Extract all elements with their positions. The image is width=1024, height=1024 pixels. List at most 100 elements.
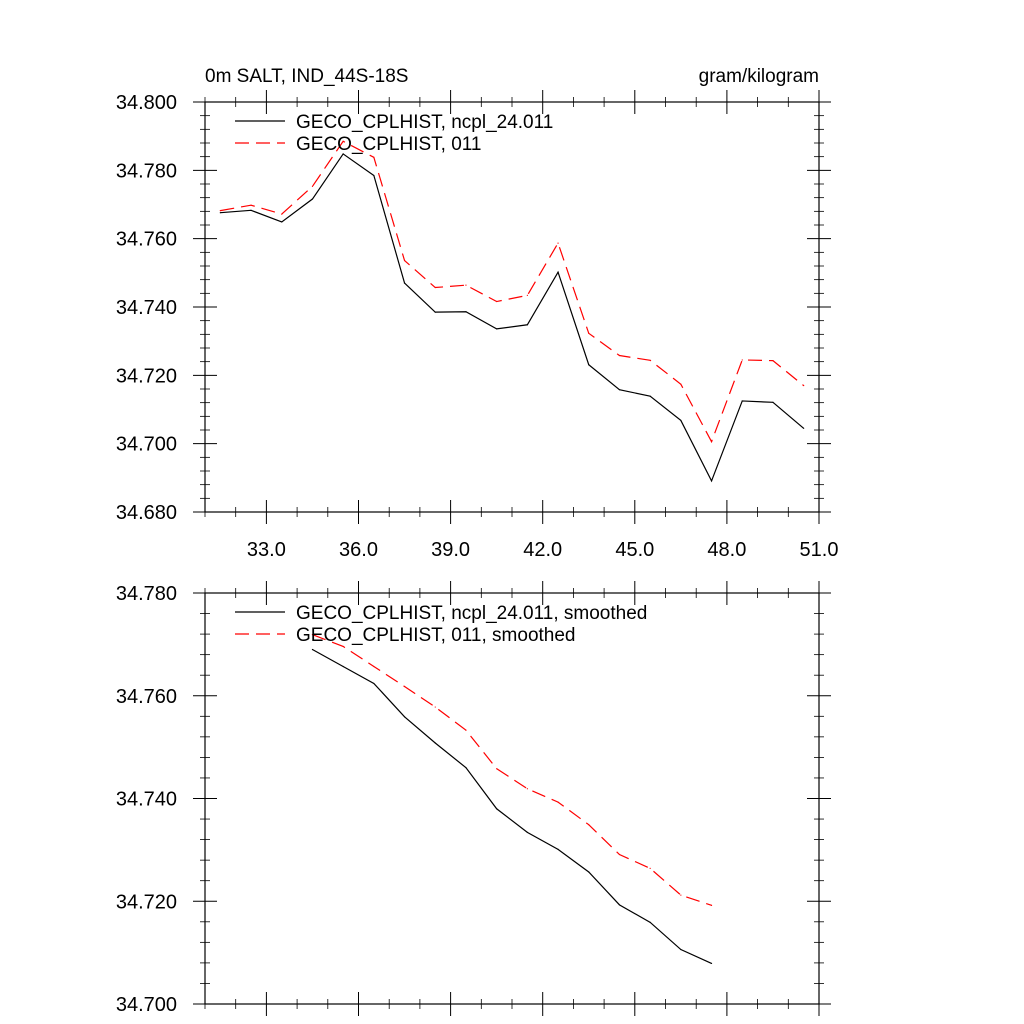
x-tick-label: 39.0 (431, 539, 470, 561)
data-point (496, 768, 498, 770)
series-line-ncpl (220, 153, 805, 483)
data-point (741, 400, 743, 402)
data-point (434, 311, 436, 313)
data-point (557, 242, 559, 244)
data-point (680, 894, 682, 896)
data-point (588, 332, 590, 334)
data-point (434, 286, 436, 289)
data-point (342, 665, 344, 668)
y-tick-label: 34.700 (116, 994, 177, 1016)
y-tick-label: 34.740 (116, 297, 177, 319)
data-point (588, 824, 590, 826)
data-point (250, 209, 252, 211)
data-point (526, 294, 528, 296)
series-line-ref (312, 634, 712, 906)
plot-frame (204, 592, 820, 1005)
data-point (649, 921, 651, 923)
data-point (434, 742, 436, 744)
data-point (803, 384, 805, 387)
bottom-chart-panel: 34.700 34.720 34.740 34.760 34.780 GECO_CPLHI… (116, 581, 831, 1016)
data-point (219, 212, 221, 214)
data-point (219, 210, 221, 212)
legend-label: GECO_CPLHIST, ncpl_24.011, smoothed (296, 603, 647, 624)
data-point (710, 962, 713, 965)
data-point (772, 360, 774, 362)
data-point (649, 359, 651, 361)
y-tick-label: 34.780 (116, 160, 177, 182)
data-point (649, 867, 651, 869)
chart-title: 0m SALT, IND_44S-18S (205, 66, 408, 87)
data-point (680, 419, 682, 422)
series-line-ncpl (312, 648, 712, 964)
top-chart-panel: 33.0 36.0 39.0 42.0 45.0 48.0 51.0 34.680 34.700… (116, 66, 839, 561)
plot-frame (204, 101, 820, 513)
data-point (496, 328, 498, 330)
data-point (281, 213, 283, 215)
y-tick-label: 34.760 (116, 686, 177, 708)
data-point (465, 284, 467, 286)
data-point (403, 716, 406, 718)
y-tick-label: 34.780 (116, 583, 177, 605)
data-point (250, 204, 252, 206)
data-point (772, 401, 774, 403)
x-tick-label: 51.0 (800, 539, 839, 561)
data-point (649, 395, 651, 397)
data-point (680, 383, 682, 385)
data-point (311, 185, 314, 187)
data-point (588, 364, 590, 366)
data-point (311, 648, 314, 651)
data-point (465, 311, 467, 313)
x-tick-label: 48.0 (707, 539, 746, 561)
data-point (373, 156, 375, 158)
legend-label: GECO_CPLHIST, 011 (296, 134, 482, 155)
y-tick-label: 34.680 (116, 502, 177, 524)
data-point (496, 808, 498, 810)
legend-label: GECO_CPLHIST, 011, smoothed (296, 625, 576, 646)
x-tick-label: 45.0 (615, 539, 654, 561)
data-point (557, 271, 559, 273)
data-point (342, 645, 344, 648)
x-tick-label: 33.0 (247, 539, 286, 561)
data-point (373, 174, 375, 177)
data-point (526, 324, 528, 326)
data-point (403, 259, 406, 262)
data-point (465, 729, 467, 731)
data-point (373, 682, 375, 685)
data-point (741, 359, 743, 361)
data-point (618, 904, 621, 906)
legend-label: GECO_CPLHIST, ncpl_24.011 (296, 112, 553, 133)
data-point (373, 665, 375, 668)
chart-units: gram/kilogram (699, 66, 819, 87)
y-tick-label: 34.720 (116, 891, 177, 913)
data-point (557, 801, 559, 803)
data-point (465, 767, 467, 769)
data-point (710, 904, 713, 906)
data-point (710, 480, 713, 482)
data-point (710, 441, 713, 443)
data-point (526, 831, 528, 834)
data-point (618, 389, 621, 391)
data-point (403, 282, 406, 284)
x-tick-label: 36.0 (339, 539, 378, 561)
data-point (311, 634, 314, 636)
data-point (342, 140, 344, 142)
y-tick-label: 34.760 (116, 229, 177, 251)
x-tick-label: 42.0 (523, 539, 562, 561)
data-point (281, 221, 283, 223)
data-point (526, 788, 528, 790)
series-line-ref (220, 140, 805, 444)
data-point (588, 871, 590, 873)
data-point (557, 848, 559, 850)
data-point (496, 300, 498, 303)
y-tick-label: 34.800 (116, 92, 177, 114)
data-point (618, 853, 621, 856)
data-point (618, 354, 621, 357)
y-tick-label: 34.720 (116, 365, 177, 387)
y-tick-label: 34.740 (116, 789, 177, 811)
data-point (342, 153, 344, 155)
data-point (311, 198, 314, 200)
data-point (803, 427, 805, 429)
data-point (680, 948, 682, 951)
y-tick-label: 34.700 (116, 434, 177, 456)
